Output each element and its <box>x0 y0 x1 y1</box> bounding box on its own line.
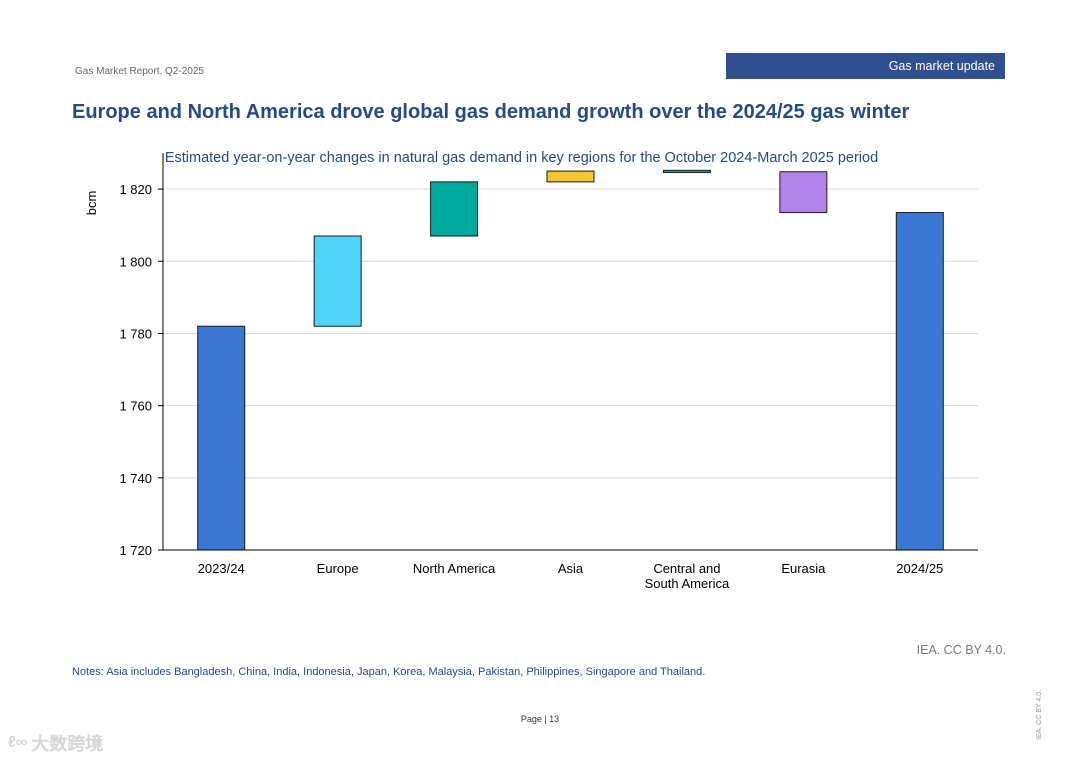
section-badge: Gas market update <box>726 53 1005 79</box>
gridlines <box>163 188 978 479</box>
watermark-logo-icon: ℓ∞ <box>8 734 28 751</box>
y-tick-label: 1 800 <box>119 254 152 269</box>
source-credit: IEA. CC BY 4.0. <box>916 643 1006 657</box>
x-tick-label: South America <box>645 576 730 591</box>
bar-central-and-south-america <box>662 169 711 173</box>
axes <box>158 153 978 551</box>
bar-eurasia <box>779 171 828 214</box>
x-tick-label: 2024/25 <box>896 561 943 576</box>
y-tick-label: 1 820 <box>119 182 152 197</box>
y-tick-label: 1 720 <box>119 543 152 558</box>
bar-2024-25 <box>895 212 944 551</box>
section-badge-label: Gas market update <box>888 59 995 73</box>
chart-subtitle: Estimated year-on-year changes in natura… <box>164 150 879 166</box>
bar-asia <box>546 170 595 183</box>
watermark-text: 大数跨境 <box>31 734 104 754</box>
chart-notes: Notes: Asia includes Bangladesh, China, … <box>72 666 706 678</box>
x-tick-label: Central and <box>653 561 720 576</box>
bar-north-america <box>430 181 479 237</box>
y-axis-title: bcm <box>84 191 99 216</box>
x-tick-label: Asia <box>558 561 584 576</box>
y-tick-label: 1 760 <box>119 399 152 414</box>
y-tick-label: 1 780 <box>119 326 152 341</box>
report-label: Gas Market Report, Q2-2025 <box>75 66 204 77</box>
x-tick-label: North America <box>413 561 496 576</box>
y-tick-label: 1 740 <box>119 471 152 486</box>
x-tick-label: Europe <box>317 561 359 576</box>
page-number: Page | 13 <box>520 714 560 724</box>
bar-2023-24 <box>197 325 246 551</box>
side-credit: IEA. CC BY 4.0. <box>1036 689 1043 740</box>
bar-europe <box>313 235 362 327</box>
bars <box>197 169 944 551</box>
watermark: ℓ∞ 大数跨境 <box>8 730 103 756</box>
page-title: Europe and North America drove global ga… <box>72 101 910 123</box>
x-tick-label: 2023/24 <box>198 561 245 576</box>
x-tick-label: Eurasia <box>781 561 826 576</box>
axis-labels: 1 720 1 740 1 760 1 780 1 800 1 820 bcm 2023/24… <box>84 182 943 591</box>
